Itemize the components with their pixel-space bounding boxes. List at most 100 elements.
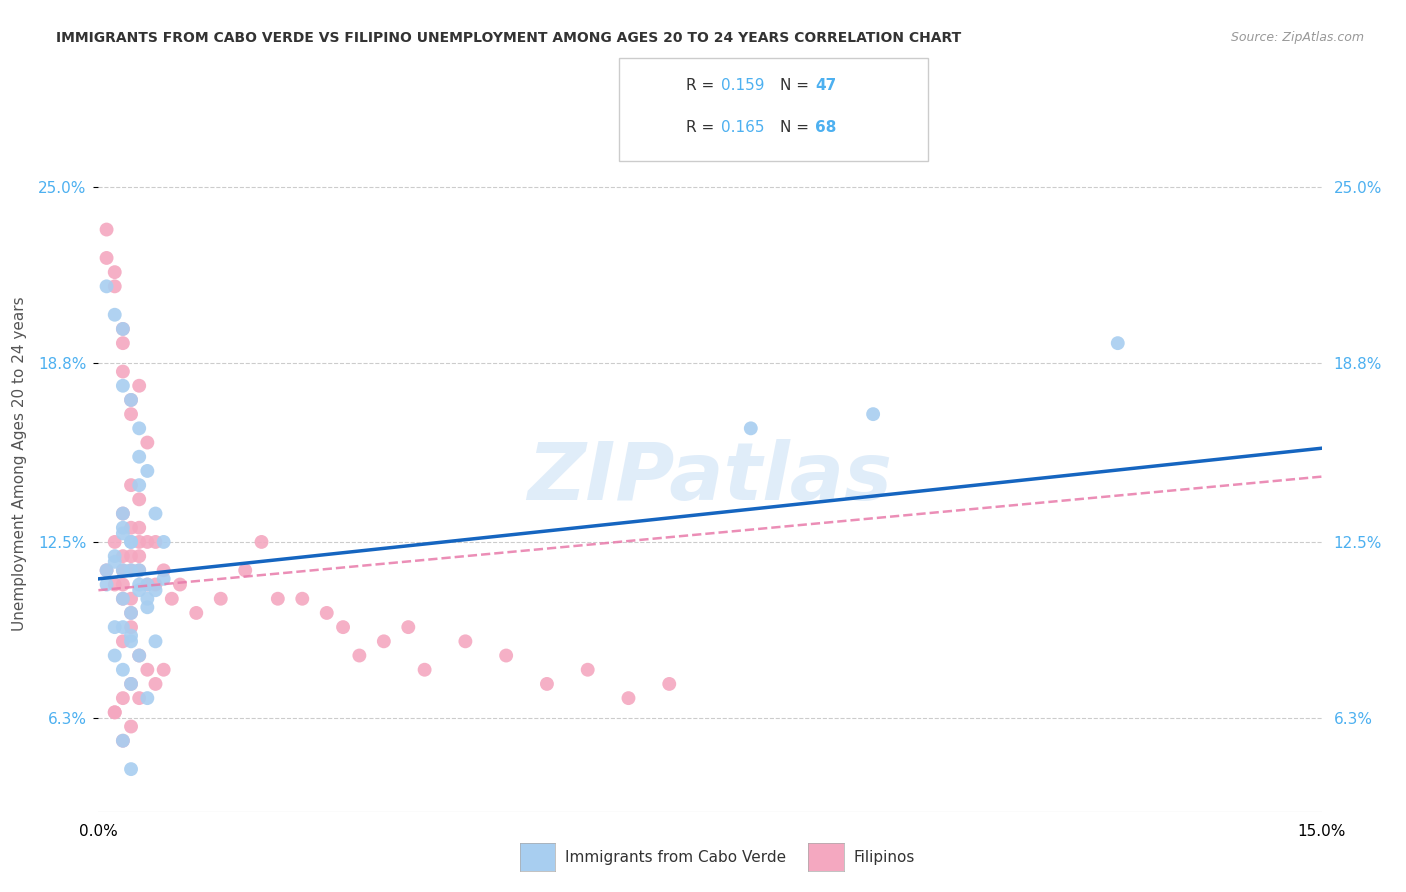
Point <box>111 663 134 677</box>
Point <box>617 691 640 706</box>
Point <box>120 478 142 492</box>
Point <box>128 549 150 563</box>
Point <box>111 620 134 634</box>
Point <box>120 563 142 577</box>
Text: IMMIGRANTS FROM CABO VERDE VS FILIPINO UNEMPLOYMENT AMONG AGES 20 TO 24 YEARS CO: IMMIGRANTS FROM CABO VERDE VS FILIPINO U… <box>56 31 962 45</box>
Point <box>120 606 142 620</box>
Point <box>111 577 134 591</box>
Point <box>160 591 183 606</box>
Point <box>111 507 134 521</box>
Point <box>104 279 127 293</box>
Text: 0.165: 0.165 <box>721 120 765 135</box>
Point <box>104 620 127 634</box>
Point <box>128 478 150 492</box>
Point <box>373 634 395 648</box>
Point <box>120 634 142 648</box>
Point <box>96 577 118 591</box>
Point <box>145 507 167 521</box>
Point <box>145 677 167 691</box>
Point <box>128 648 150 663</box>
Point <box>128 577 150 591</box>
Point <box>136 663 159 677</box>
Point <box>111 563 134 577</box>
Point <box>111 634 134 648</box>
Point <box>250 535 273 549</box>
Point <box>233 563 256 577</box>
Point <box>111 563 134 577</box>
Point <box>96 279 118 293</box>
Point <box>136 535 159 549</box>
Point <box>120 521 142 535</box>
Point <box>128 535 150 549</box>
Point <box>120 629 142 643</box>
Point <box>740 421 762 435</box>
Text: Immigrants from Cabo Verde: Immigrants from Cabo Verde <box>565 850 786 864</box>
Text: N =: N = <box>780 78 814 93</box>
Text: N =: N = <box>780 120 814 135</box>
Point <box>145 583 167 598</box>
Text: R =: R = <box>686 120 720 135</box>
Point <box>120 392 142 407</box>
Point <box>111 507 134 521</box>
Point <box>128 691 150 706</box>
Point <box>267 591 290 606</box>
Point <box>120 606 142 620</box>
Point <box>658 677 681 691</box>
Point <box>1107 336 1129 351</box>
Point <box>136 600 159 615</box>
Point <box>104 577 127 591</box>
Point <box>136 577 159 591</box>
Point <box>152 663 174 677</box>
Point <box>120 407 142 421</box>
Point <box>128 563 150 577</box>
Point <box>136 435 159 450</box>
Point <box>169 577 191 591</box>
Point <box>315 606 337 620</box>
Point <box>120 677 142 691</box>
Text: 0.159: 0.159 <box>721 78 765 93</box>
Point <box>349 648 371 663</box>
Point <box>128 583 150 598</box>
Point <box>111 526 134 541</box>
Point <box>186 606 208 620</box>
Point <box>136 591 159 606</box>
Point <box>120 549 142 563</box>
Point <box>136 464 159 478</box>
Point <box>145 577 167 591</box>
Point <box>120 677 142 691</box>
Point <box>120 563 142 577</box>
Text: 68: 68 <box>815 120 837 135</box>
Point <box>120 719 142 733</box>
Point <box>128 450 150 464</box>
Point <box>120 535 142 549</box>
Point <box>145 535 167 549</box>
Point <box>152 535 174 549</box>
Point <box>96 563 118 577</box>
Point <box>413 663 436 677</box>
Point <box>111 336 134 351</box>
Point <box>111 591 134 606</box>
Point <box>104 706 127 720</box>
Point <box>128 563 150 577</box>
Point <box>120 591 142 606</box>
Point <box>454 634 477 648</box>
Point <box>111 591 134 606</box>
Point <box>111 365 134 379</box>
Point <box>111 378 134 392</box>
Point <box>495 648 517 663</box>
Point <box>128 521 150 535</box>
Text: Filipinos: Filipinos <box>853 850 915 864</box>
Point <box>152 572 174 586</box>
Point <box>111 322 134 336</box>
Y-axis label: Unemployment Among Ages 20 to 24 years: Unemployment Among Ages 20 to 24 years <box>13 296 27 632</box>
Point <box>128 378 150 392</box>
Point <box>152 563 174 577</box>
Point <box>111 322 134 336</box>
Point <box>104 648 127 663</box>
Point <box>128 492 150 507</box>
Point <box>291 591 314 606</box>
Point <box>111 521 134 535</box>
Point <box>862 407 884 421</box>
Text: 47: 47 <box>815 78 837 93</box>
Point <box>120 392 142 407</box>
